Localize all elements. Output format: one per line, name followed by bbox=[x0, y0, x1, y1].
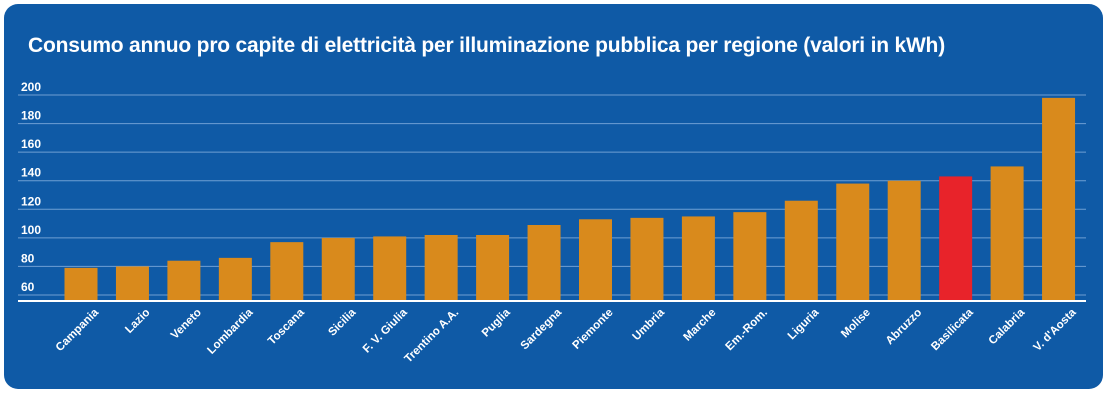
bar bbox=[64, 267, 98, 300]
bar bbox=[887, 180, 921, 300]
chart-panel: Consumo annuo pro capite di elettricità … bbox=[4, 4, 1103, 389]
x-tick-label: Basilicata bbox=[929, 306, 976, 353]
bar bbox=[115, 266, 149, 300]
y-tick-label: 200 bbox=[21, 80, 41, 94]
x-tick-label: Molise bbox=[839, 307, 873, 341]
x-tick-label: Trentino A.A. bbox=[402, 307, 461, 366]
bar bbox=[681, 216, 715, 300]
y-tick-label: 120 bbox=[21, 194, 41, 208]
x-tick-label: Abruzzo bbox=[884, 307, 925, 348]
x-tick-label: Lazio bbox=[123, 307, 152, 336]
bar bbox=[476, 234, 510, 300]
bar bbox=[527, 224, 561, 300]
x-tick-label: Marche bbox=[682, 307, 719, 344]
bar bbox=[733, 212, 767, 300]
bar bbox=[321, 237, 355, 300]
x-tick-label: Sardegna bbox=[519, 306, 565, 352]
x-tick-label: Piemonte bbox=[571, 307, 616, 352]
x-tick-label: Liguria bbox=[786, 306, 822, 342]
bar bbox=[990, 166, 1024, 300]
bar bbox=[939, 176, 973, 300]
y-tick-label: 140 bbox=[21, 166, 41, 180]
x-tick-label: Toscana bbox=[266, 306, 307, 347]
bar bbox=[373, 236, 407, 300]
y-tick-label: 80 bbox=[21, 251, 35, 265]
y-tick-label: 100 bbox=[21, 223, 41, 237]
y-tick-label: 180 bbox=[21, 109, 41, 123]
x-tick-label: Em.-Rom. bbox=[724, 307, 770, 353]
bar bbox=[167, 260, 201, 300]
bar bbox=[424, 234, 458, 300]
x-tick-label: Calabria bbox=[987, 306, 1028, 347]
bar bbox=[630, 217, 664, 300]
x-tick-label: Campania bbox=[54, 306, 102, 354]
y-tick-label: 60 bbox=[21, 280, 35, 294]
bar bbox=[1042, 97, 1076, 300]
bar bbox=[836, 183, 870, 300]
x-tick-label: Umbria bbox=[631, 306, 668, 343]
x-tick-label: Sicilia bbox=[326, 306, 358, 338]
x-tick-label: Lombardia bbox=[205, 306, 255, 356]
bar-chart: 60 80 100 120 140 160 180 200 Campania Lazio Venet… bbox=[18, 80, 1086, 366]
x-tick-label: F. V. Giulia bbox=[361, 306, 410, 355]
bar bbox=[579, 219, 612, 300]
x-tick-label: Veneto bbox=[169, 307, 204, 342]
bar bbox=[270, 242, 304, 300]
bar bbox=[218, 257, 252, 300]
x-tick-label: Puglia bbox=[480, 306, 513, 339]
bar bbox=[784, 200, 818, 300]
y-tick-label: 160 bbox=[21, 137, 41, 151]
x-tick-label: V. d'Aosta bbox=[1031, 306, 1079, 354]
chart-title: Consumo annuo pro capite di elettricità … bbox=[28, 34, 945, 57]
